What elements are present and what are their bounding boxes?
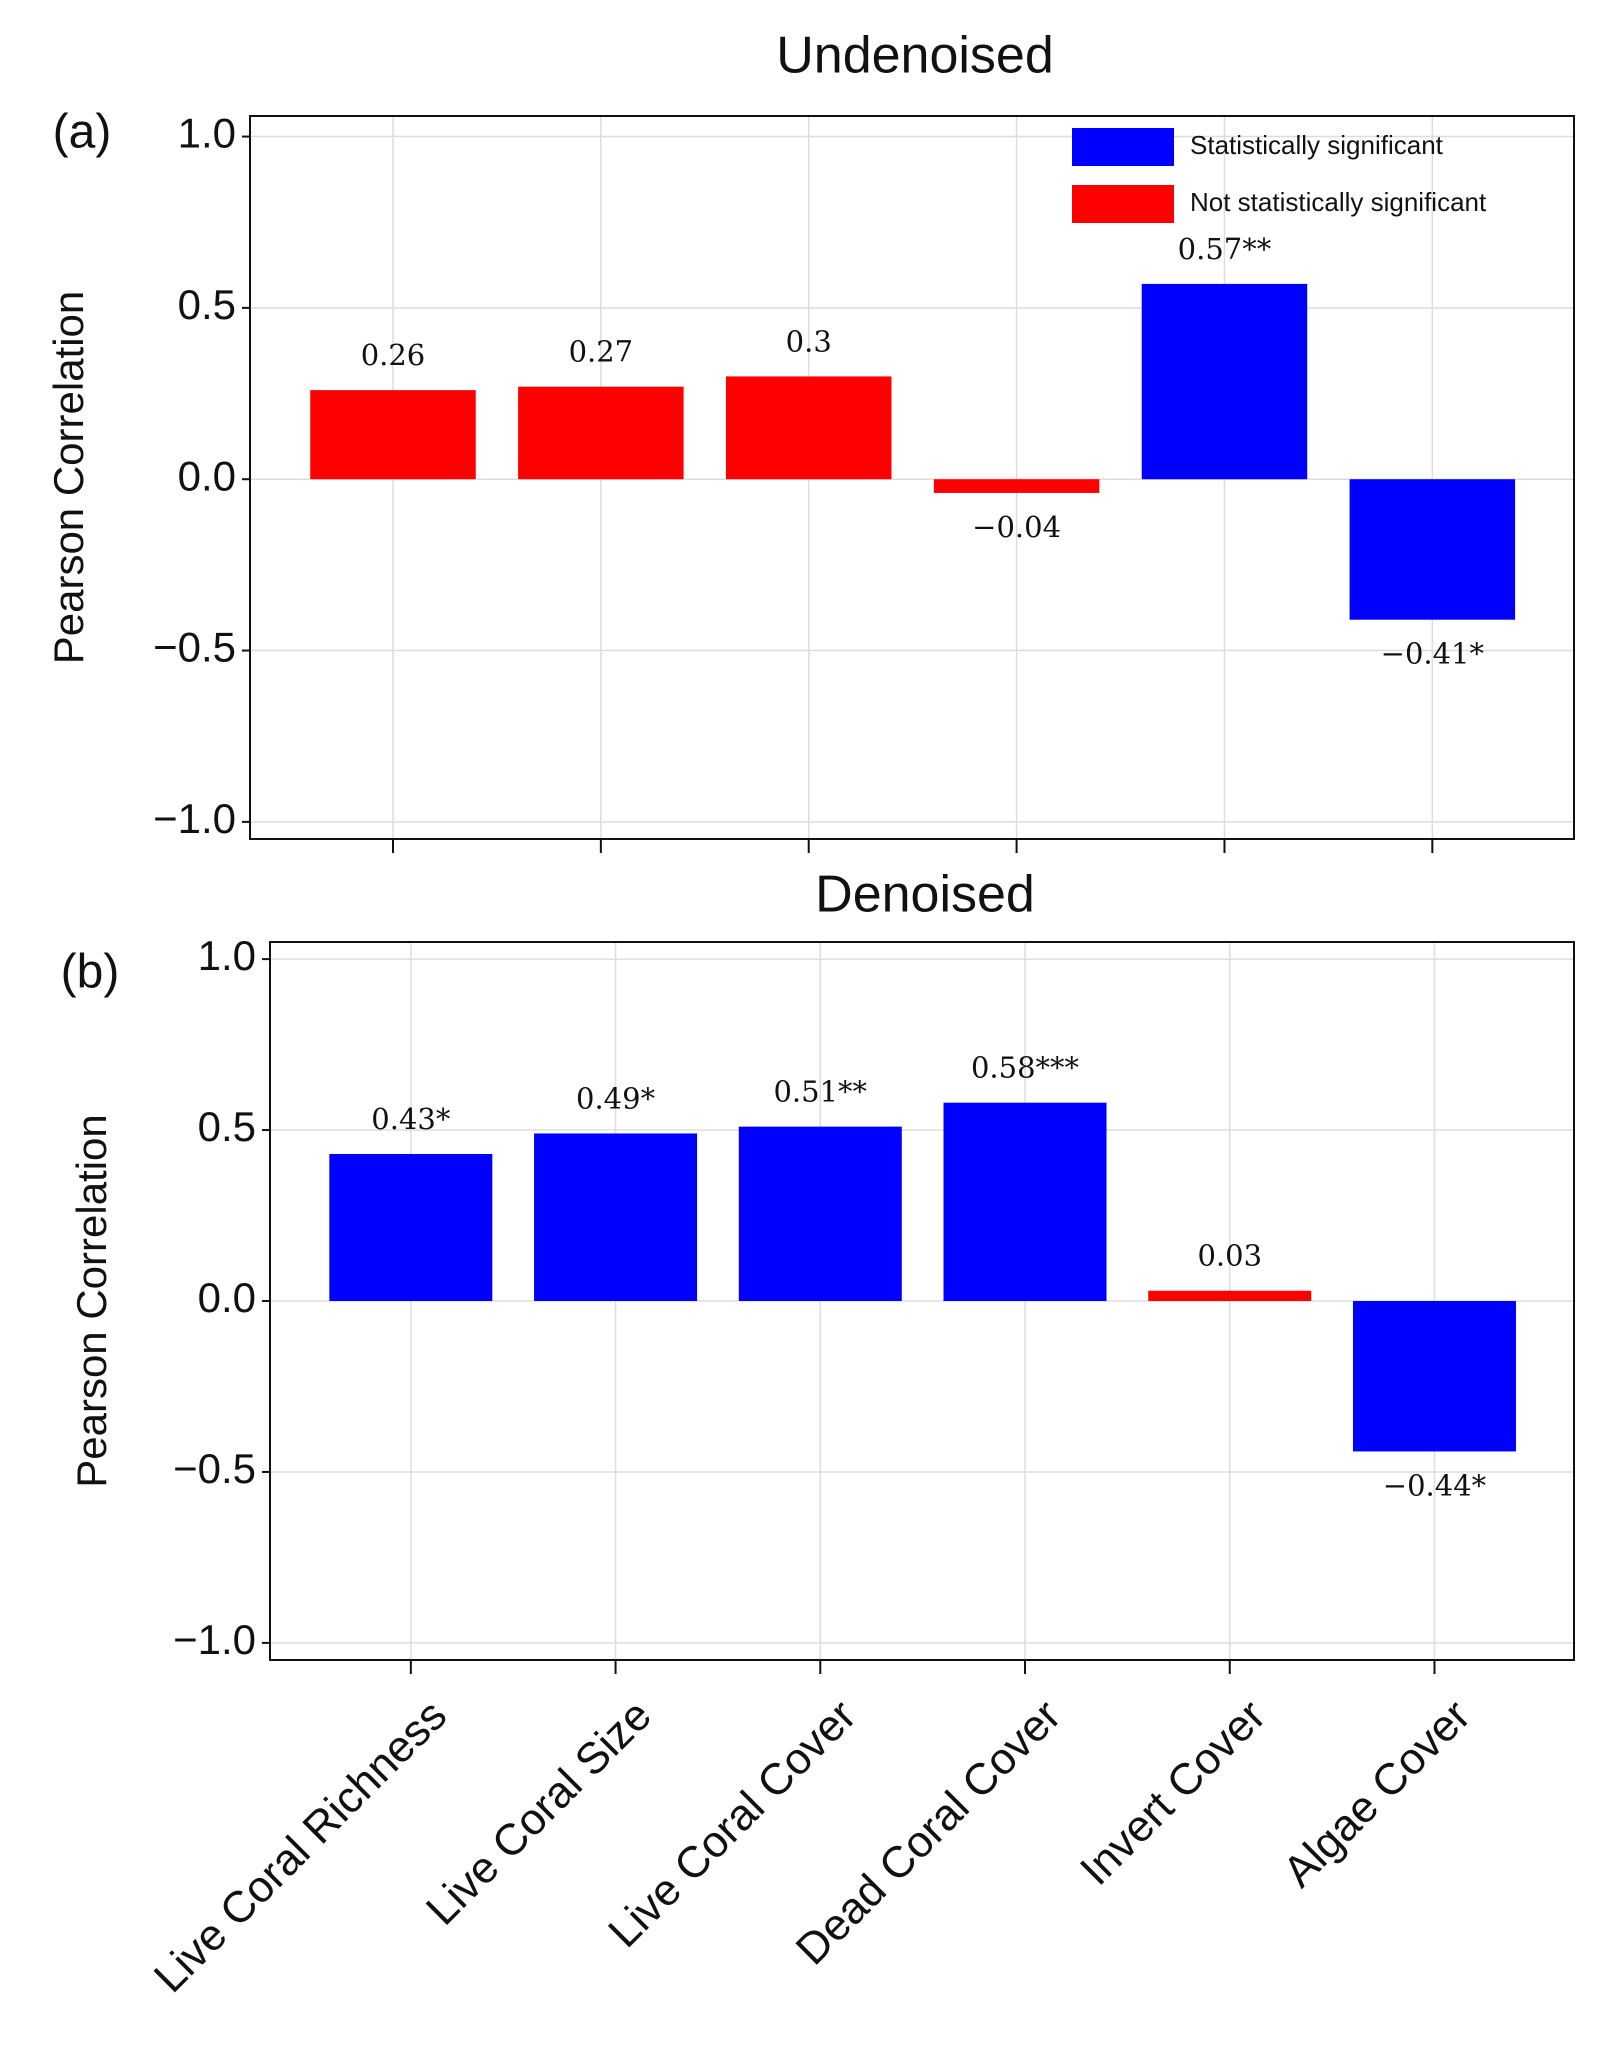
bar xyxy=(518,386,684,480)
panel-label: (a) xyxy=(53,106,112,159)
value-label: 0.3 xyxy=(786,324,832,358)
y-tick-label: 0.0 xyxy=(198,1274,256,1321)
value-label: −0.41* xyxy=(1381,637,1485,671)
chart-title: Denoised xyxy=(815,866,1035,924)
bar xyxy=(1148,1290,1312,1301)
legend-swatch xyxy=(1072,128,1174,166)
value-label: 0.49* xyxy=(576,1081,656,1115)
y-tick-label: −1.0 xyxy=(153,795,236,842)
legend-label: Not statistically significant xyxy=(1190,187,1487,217)
y-tick-label: 0.0 xyxy=(178,452,236,499)
x-tick-label: Live Coral Richness xyxy=(145,1691,456,2002)
value-label: 0.27 xyxy=(569,335,634,369)
y-tick-label: −0.5 xyxy=(153,624,236,671)
value-label: 0.51** xyxy=(773,1075,867,1109)
bar xyxy=(738,1126,902,1301)
y-tick-label: −0.5 xyxy=(173,1445,256,1492)
value-label: −0.04 xyxy=(972,510,1061,544)
y-tick-label: −1.0 xyxy=(173,1616,256,1663)
y-tick-label: 1.0 xyxy=(178,110,236,157)
chart-title: Undenoised xyxy=(776,27,1054,85)
plot-frame xyxy=(269,941,1575,1661)
bar xyxy=(534,1133,698,1301)
y-tick-label: 0.5 xyxy=(178,281,236,328)
y-axis-label: Pearson Correlation xyxy=(68,1114,115,1488)
value-label: 0.03 xyxy=(1197,1239,1262,1273)
bar xyxy=(1141,283,1308,480)
panel-label: (b) xyxy=(61,946,120,999)
plot-frame xyxy=(249,115,1575,840)
value-label: 0.57** xyxy=(1178,232,1272,266)
legend-label: Statistically significant xyxy=(1190,130,1444,160)
x-tick-label: Algae Cover xyxy=(1274,1691,1480,1897)
bar xyxy=(933,479,1100,493)
value-label: 0.43* xyxy=(371,1102,451,1136)
bar xyxy=(1352,1301,1516,1452)
bar xyxy=(310,390,476,480)
value-label: −0.44* xyxy=(1383,1468,1487,1502)
value-label: 0.58*** xyxy=(971,1051,1080,1085)
bar xyxy=(725,376,892,480)
bar xyxy=(1349,479,1516,620)
bar xyxy=(943,1102,1107,1301)
x-tick-label: Invert Cover xyxy=(1071,1691,1275,1895)
value-label: 0.26 xyxy=(361,338,426,372)
bar xyxy=(329,1153,493,1301)
legend-swatch xyxy=(1072,185,1174,223)
y-tick-label: 1.0 xyxy=(198,932,256,979)
y-tick-label: 0.5 xyxy=(198,1103,256,1150)
y-axis-label: Pearson Correlation xyxy=(45,291,92,665)
